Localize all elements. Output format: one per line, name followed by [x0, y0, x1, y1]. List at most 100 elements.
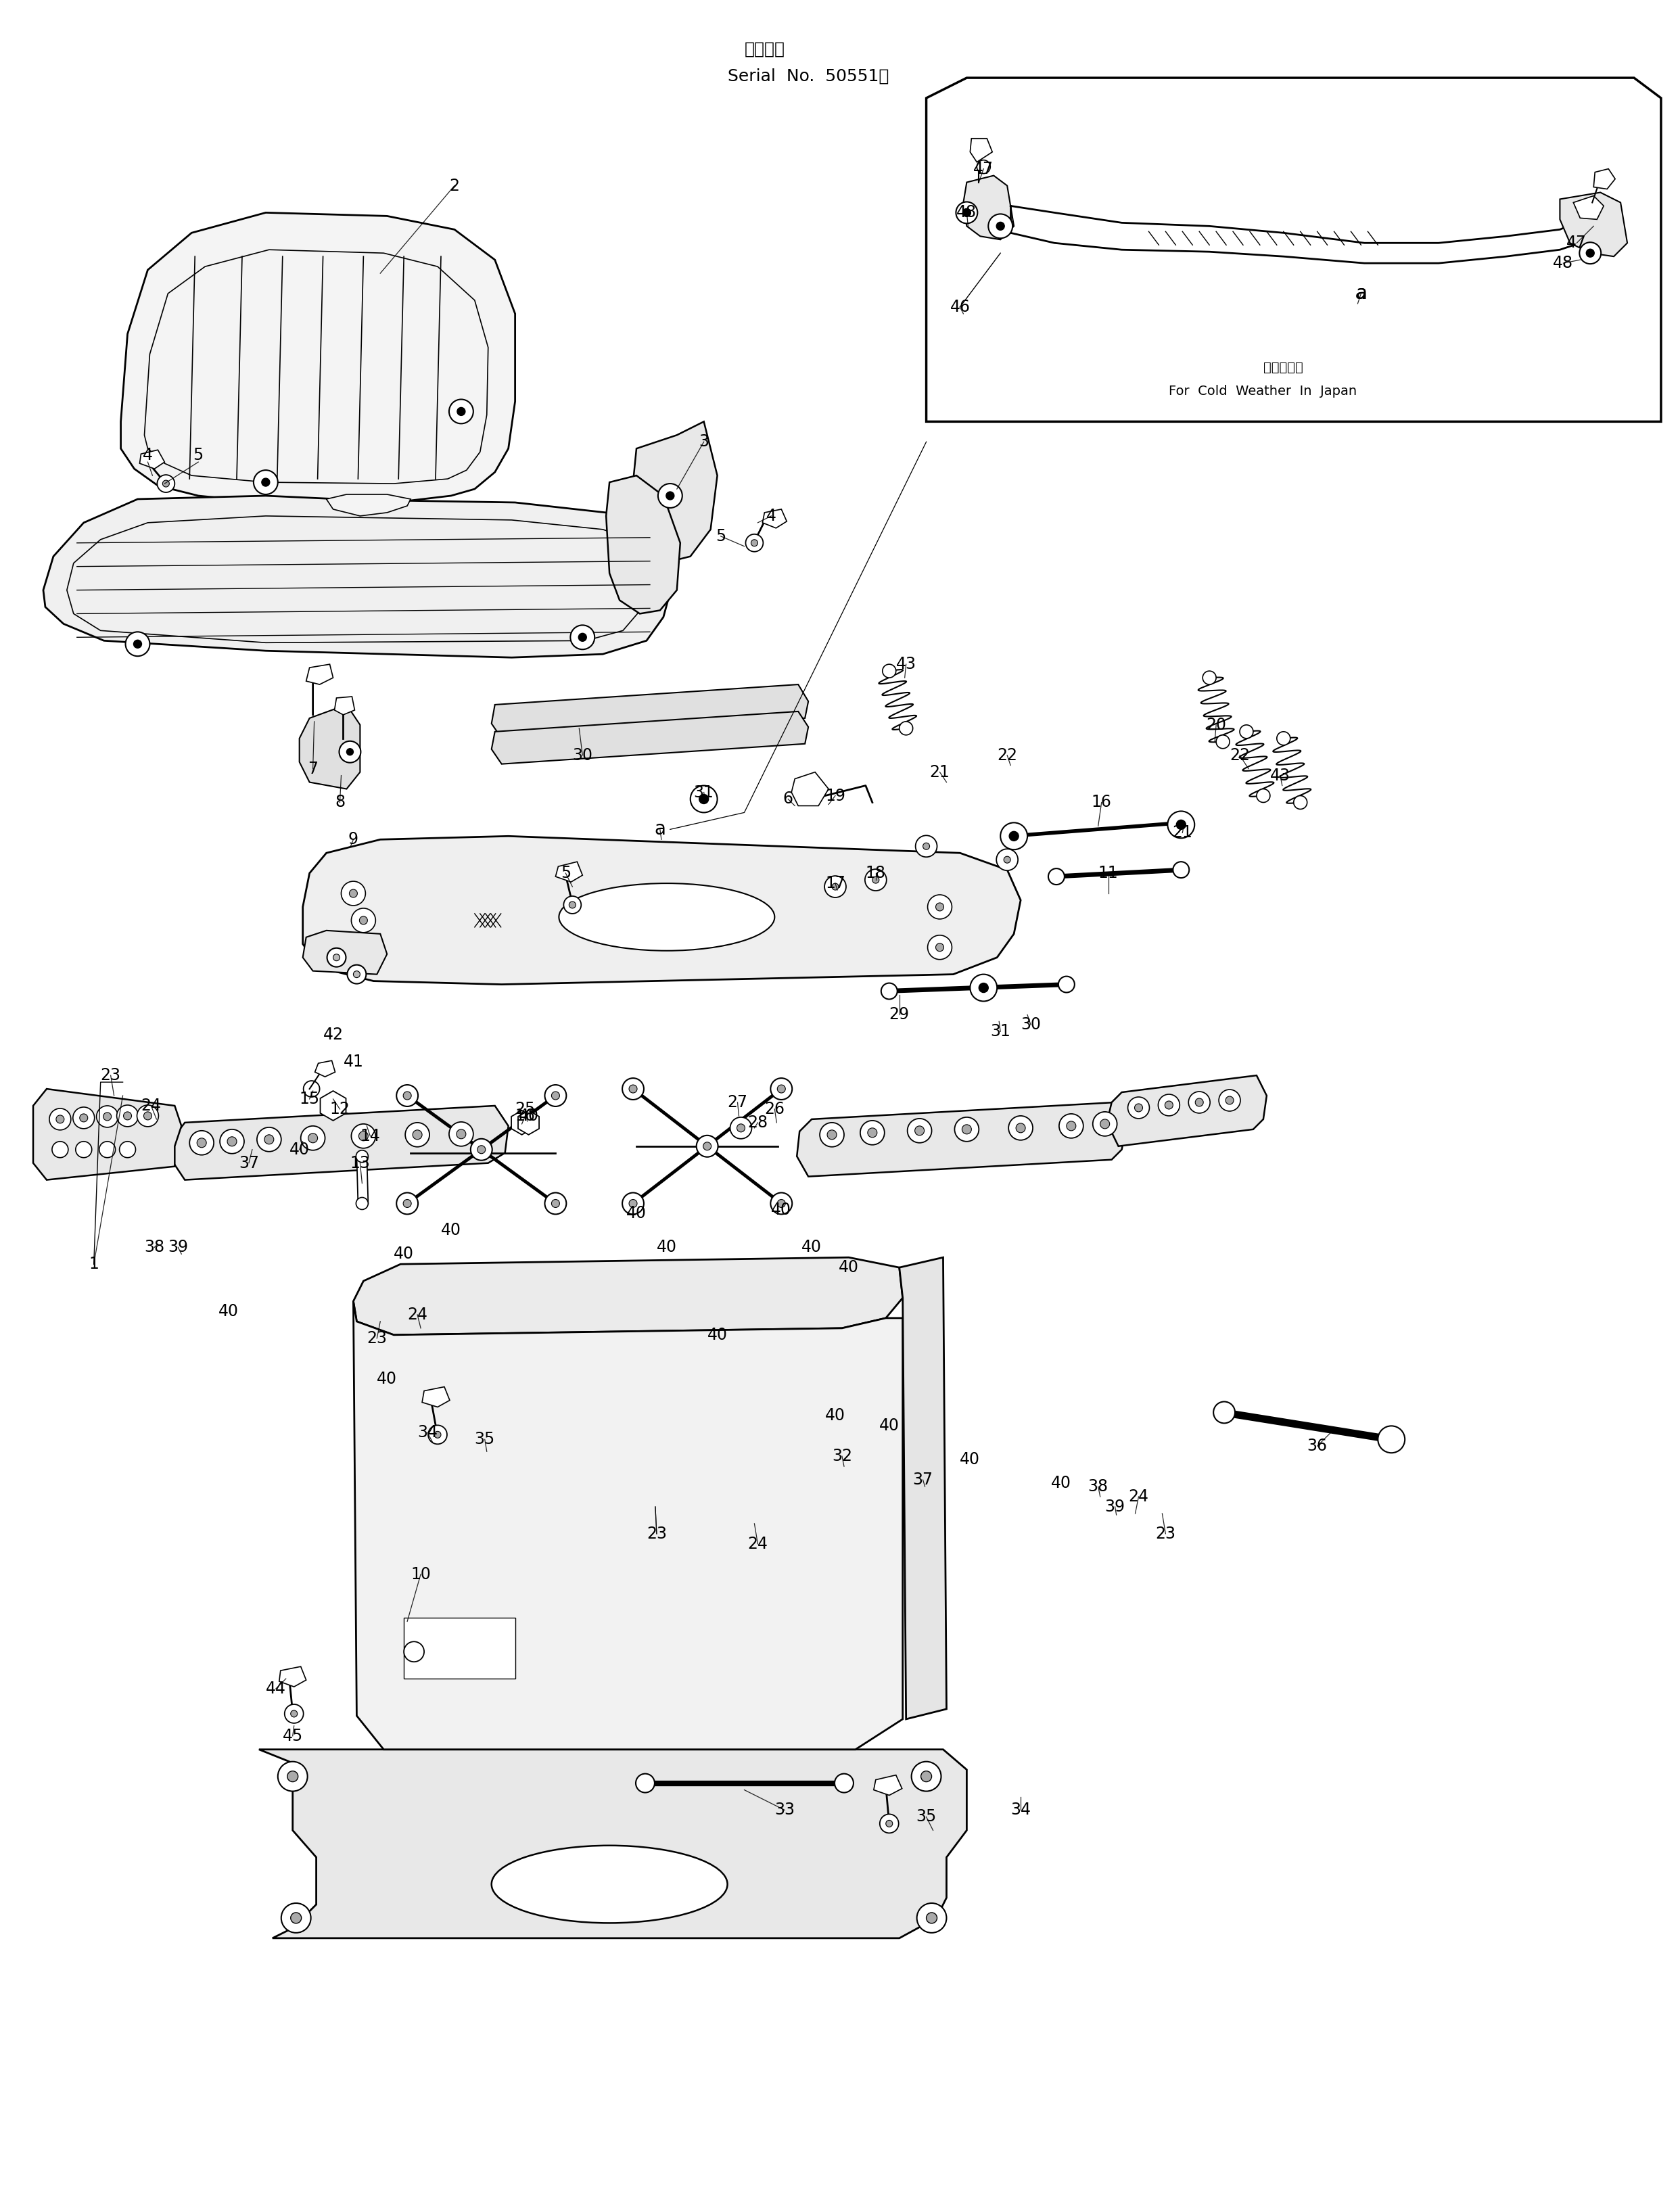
Text: 44: 44: [265, 1681, 286, 1697]
Circle shape: [79, 1114, 87, 1121]
Circle shape: [351, 1123, 376, 1147]
Polygon shape: [763, 510, 786, 528]
Text: 25: 25: [516, 1101, 536, 1117]
Circle shape: [262, 479, 270, 486]
Text: 36: 36: [1307, 1437, 1327, 1455]
Polygon shape: [314, 1062, 334, 1077]
Text: 40: 40: [879, 1418, 899, 1433]
Circle shape: [659, 484, 682, 508]
Text: 22: 22: [1230, 747, 1250, 763]
Circle shape: [284, 1703, 304, 1723]
Circle shape: [1058, 976, 1075, 993]
Circle shape: [291, 1710, 297, 1717]
Circle shape: [333, 954, 339, 961]
Circle shape: [158, 475, 175, 492]
Circle shape: [396, 1194, 418, 1213]
Text: 31: 31: [694, 785, 714, 800]
Circle shape: [126, 631, 150, 657]
Circle shape: [72, 1108, 94, 1128]
Polygon shape: [517, 1110, 539, 1134]
Polygon shape: [302, 835, 1021, 985]
Text: 47: 47: [973, 160, 993, 178]
Text: 38: 38: [1089, 1479, 1109, 1495]
Text: 40: 40: [1052, 1475, 1072, 1490]
Polygon shape: [511, 1110, 533, 1134]
Circle shape: [916, 835, 937, 857]
Circle shape: [1067, 1121, 1075, 1130]
Circle shape: [351, 908, 376, 932]
Circle shape: [571, 624, 595, 648]
Polygon shape: [926, 77, 1662, 422]
Text: 40: 40: [218, 1303, 239, 1319]
Text: 12: 12: [329, 1101, 349, 1117]
Circle shape: [922, 842, 929, 851]
Circle shape: [665, 492, 674, 499]
Circle shape: [301, 1125, 324, 1150]
Text: 40: 40: [771, 1202, 791, 1218]
Text: 37: 37: [239, 1154, 259, 1172]
Circle shape: [832, 884, 838, 890]
Text: a: a: [654, 820, 665, 840]
Circle shape: [144, 1112, 151, 1121]
Circle shape: [907, 1119, 932, 1143]
Circle shape: [349, 890, 358, 897]
Text: 43: 43: [1270, 767, 1290, 782]
Circle shape: [1168, 811, 1194, 837]
Circle shape: [578, 633, 586, 642]
Text: 21: 21: [929, 765, 949, 780]
Text: 39: 39: [168, 1240, 188, 1255]
Circle shape: [731, 1117, 751, 1139]
Polygon shape: [34, 1088, 181, 1180]
Polygon shape: [321, 1090, 346, 1121]
Circle shape: [1058, 1114, 1084, 1139]
Text: 48: 48: [1552, 255, 1574, 270]
Text: 40: 40: [393, 1246, 413, 1262]
Circle shape: [860, 1121, 884, 1145]
Text: 7: 7: [307, 761, 318, 776]
Circle shape: [76, 1141, 92, 1158]
Text: 10: 10: [410, 1567, 430, 1583]
Circle shape: [778, 1086, 786, 1092]
Circle shape: [307, 1134, 318, 1143]
Polygon shape: [492, 712, 808, 765]
Circle shape: [969, 974, 996, 1002]
Circle shape: [257, 1128, 281, 1152]
Circle shape: [52, 1141, 69, 1158]
Circle shape: [1216, 734, 1230, 750]
Circle shape: [1127, 1097, 1149, 1119]
Circle shape: [867, 1128, 877, 1136]
Text: For  Cold  Weather  In  Japan: For Cold Weather In Japan: [1169, 385, 1357, 398]
Circle shape: [865, 868, 887, 890]
Polygon shape: [963, 176, 1015, 240]
Text: 17: 17: [825, 875, 845, 892]
Bar: [403, 1618, 516, 1679]
Circle shape: [403, 1200, 412, 1207]
Circle shape: [356, 1198, 368, 1209]
Circle shape: [1586, 248, 1594, 257]
Circle shape: [116, 1106, 138, 1128]
Circle shape: [1016, 1123, 1025, 1132]
Polygon shape: [1594, 169, 1614, 189]
Circle shape: [628, 1086, 637, 1092]
Circle shape: [979, 983, 988, 993]
Circle shape: [827, 1130, 837, 1139]
Polygon shape: [791, 771, 828, 807]
Circle shape: [551, 1092, 559, 1099]
Text: a: a: [1356, 284, 1368, 303]
Circle shape: [778, 1200, 786, 1207]
Text: 適用号機: 適用号機: [744, 42, 785, 57]
Text: 6: 6: [783, 791, 793, 807]
Circle shape: [954, 1117, 979, 1141]
Circle shape: [921, 1772, 932, 1783]
Text: 5: 5: [193, 446, 203, 464]
Circle shape: [428, 1424, 447, 1444]
Circle shape: [835, 1774, 853, 1794]
Polygon shape: [969, 138, 993, 163]
Text: 国内電実用: 国内電実用: [1263, 360, 1304, 374]
Text: 33: 33: [774, 1802, 795, 1818]
Circle shape: [339, 741, 361, 763]
Text: Serial  No.  50551〜: Serial No. 50551〜: [727, 68, 889, 84]
Polygon shape: [121, 213, 516, 506]
Text: 39: 39: [1105, 1499, 1126, 1514]
Text: 27: 27: [727, 1095, 748, 1110]
